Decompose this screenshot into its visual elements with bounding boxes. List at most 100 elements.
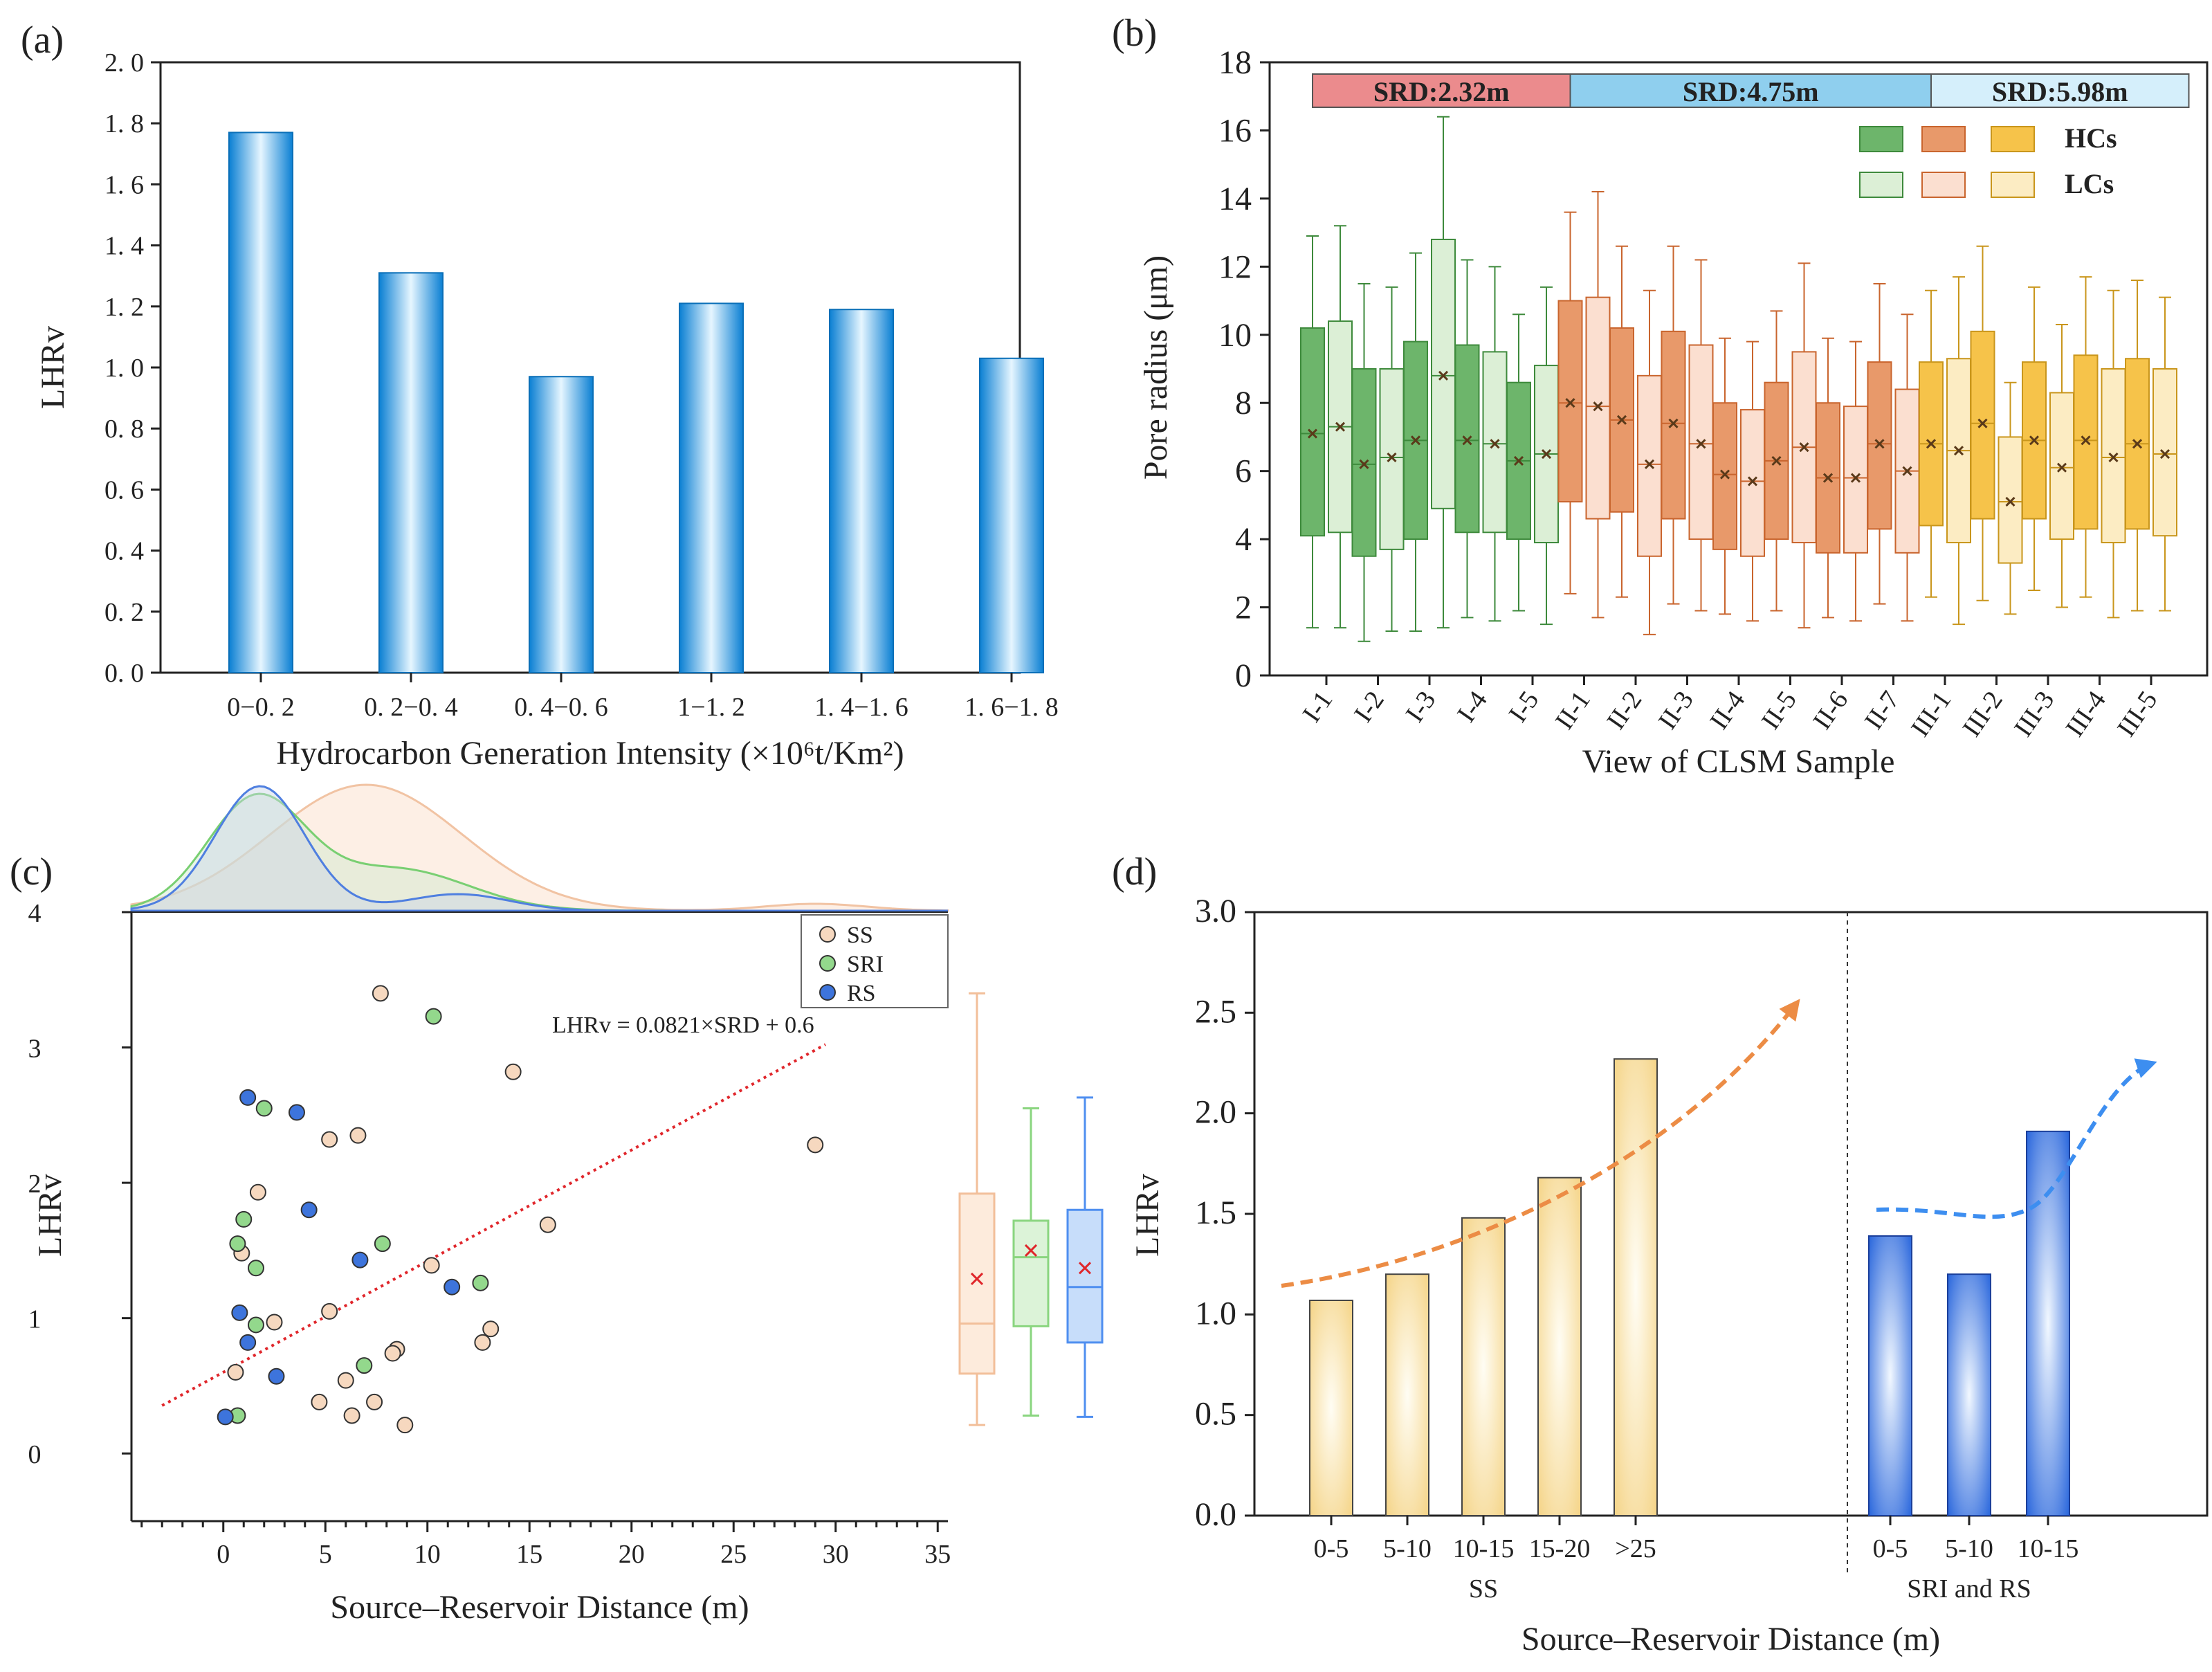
c-point-ss (396, 1417, 414, 1434)
d-trend-arrow-sri-rs (1876, 1058, 2157, 1219)
c-legend-marker (819, 984, 836, 1001)
d-ytick-label: 1.5 (1195, 1194, 1236, 1231)
b-box-body (1661, 330, 1686, 520)
b-mean-marker (1799, 442, 1809, 453)
b-xtick-label: II-1 (1550, 686, 1596, 735)
panel-c-label: (c) (10, 851, 53, 893)
b-mean-marker (1850, 473, 1861, 483)
b-x-axis-title: View of CLSM Sample (1582, 743, 1895, 780)
d-ytick-label: 0.5 (1195, 1396, 1236, 1433)
c-marginal-box-rs (1066, 1096, 1104, 1418)
b-mean-marker (1953, 446, 1964, 456)
b-legend-swatch-hc (1921, 126, 1966, 152)
b-box-II-2-HC (1609, 245, 1634, 598)
c-point-rs (300, 1201, 318, 1219)
a-bar (378, 272, 444, 674)
b-box-I-3-LC (1431, 116, 1456, 629)
b-box-I-5-LC (1534, 286, 1559, 626)
c-legend-marker (819, 926, 836, 943)
b-ytick-label: 14 (1218, 181, 1252, 217)
b-box-I-4-LC (1482, 266, 1508, 622)
b-box-body (1454, 344, 1480, 534)
d-bar (1309, 1299, 1353, 1517)
d-xtick-label: 5-10 (1383, 1534, 1432, 1563)
d-bar (2026, 1130, 2070, 1516)
b-xtick-label: II-7 (1859, 686, 1905, 735)
b-xtick-label: III-5 (2112, 686, 2163, 742)
a-xtick-label: 0. 2−0. 4 (364, 693, 457, 722)
b-xtick-label: III-1 (1905, 686, 1957, 742)
b-ytick-label: 2 (1235, 590, 1252, 626)
d-xtick-label: 10-15 (2018, 1534, 2079, 1563)
c-point-rs (351, 1251, 369, 1269)
c-ytick-label: 3 (28, 1035, 42, 1064)
a-ytick-label: 1. 2 (104, 293, 144, 322)
d-bar (1947, 1273, 1991, 1516)
b-box-body (2152, 368, 2177, 537)
c-point-ss (372, 985, 389, 1002)
d-bar (1868, 1235, 1912, 1517)
b-box-body (2073, 354, 2099, 530)
b-srd-label: SRD:5.98m (1992, 76, 2128, 107)
b-xtick-label: II-3 (1653, 686, 1699, 735)
b-mean-marker (1593, 401, 1603, 412)
b-mean-marker (1874, 439, 1885, 449)
d-xtick-label: >25 (1615, 1534, 1656, 1563)
b-box-body (1970, 330, 1995, 520)
d-y-axis-title: LHRv (1129, 1174, 1166, 1257)
c-point-sri (374, 1235, 391, 1253)
b-box-I-2-LC (1379, 286, 1405, 633)
a-bar (228, 131, 293, 673)
c-point-ss (311, 1393, 328, 1410)
b-mean-marker (1822, 473, 1834, 483)
a-xtick-label: 0−0. 2 (227, 693, 294, 722)
d-ytick-label: 2.0 (1195, 1094, 1236, 1131)
b-legend-swatch-lc (1921, 172, 1966, 198)
c-point-ss (337, 1372, 354, 1389)
b-xtick-label: I-2 (1349, 686, 1390, 727)
d-bar (1537, 1176, 1582, 1517)
b-xtick-label: I-4 (1452, 686, 1493, 727)
b-mean-marker (2159, 448, 2170, 460)
a-ytick-label: 0. 2 (104, 598, 144, 627)
panel-a-bar-chart: 0. 0 0. 2 0. 4 0. 6 0. 8 1. 0 1. 2 1. 4 1. 6 1. 8… (35, 48, 1059, 772)
c-marginal-box-sri (1012, 1107, 1050, 1417)
b-box-body (2049, 392, 2074, 540)
c-density-rs (130, 785, 948, 912)
b-mean-marker (1644, 459, 1655, 469)
d-xtick-label: 0-5 (1314, 1534, 1349, 1563)
c-xtick-label: 25 (720, 1540, 747, 1569)
a-ytick-label: 1. 4 (104, 232, 144, 261)
d-group-label-sri-rs: SRI and RS (1907, 1574, 2031, 1603)
b-xtick-label: I-3 (1400, 686, 1442, 727)
c-x-axis-title: Source–Reservoir Distance (m) (330, 1589, 749, 1626)
c-legend-label: SS (847, 923, 873, 948)
b-box-II-4-LC (1740, 340, 1765, 622)
c-point-ss (343, 1407, 360, 1424)
b-box-II-2-LC (1637, 289, 1662, 635)
c-mbox-body (1012, 1219, 1050, 1327)
panel-b-label: (b) (1112, 12, 1157, 55)
b-box-body (1998, 436, 2023, 564)
b-box-III-1-LC (1946, 276, 1971, 626)
b-box-III-2-LC (1998, 381, 2023, 615)
b-box-III-2-HC (1970, 245, 1995, 601)
b-box-III-3-LC (2049, 324, 2074, 608)
c-point-sri (472, 1274, 489, 1291)
b-box-I-2-HC (1351, 282, 1377, 642)
b-box-II-3-HC (1661, 245, 1686, 605)
d-bar (1614, 1058, 1658, 1516)
b-box-body (1843, 406, 1868, 554)
d-xtick-label: 0-5 (1873, 1534, 1908, 1563)
b-legend-swatch-lc (1991, 172, 2035, 198)
d-ytick-label: 2.5 (1195, 993, 1236, 1030)
b-box-body (1740, 409, 1765, 557)
b-mean-marker (1513, 455, 1524, 466)
b-mean-marker (2081, 435, 2091, 446)
a-ytick-label: 1. 8 (104, 109, 144, 138)
b-mean-marker (1541, 448, 1552, 460)
c-fit-label: LHRv = 0.0821×SRD + 0.6 (552, 1012, 814, 1038)
b-srd-band (1569, 73, 1932, 108)
b-mean-marker (1747, 476, 1758, 487)
